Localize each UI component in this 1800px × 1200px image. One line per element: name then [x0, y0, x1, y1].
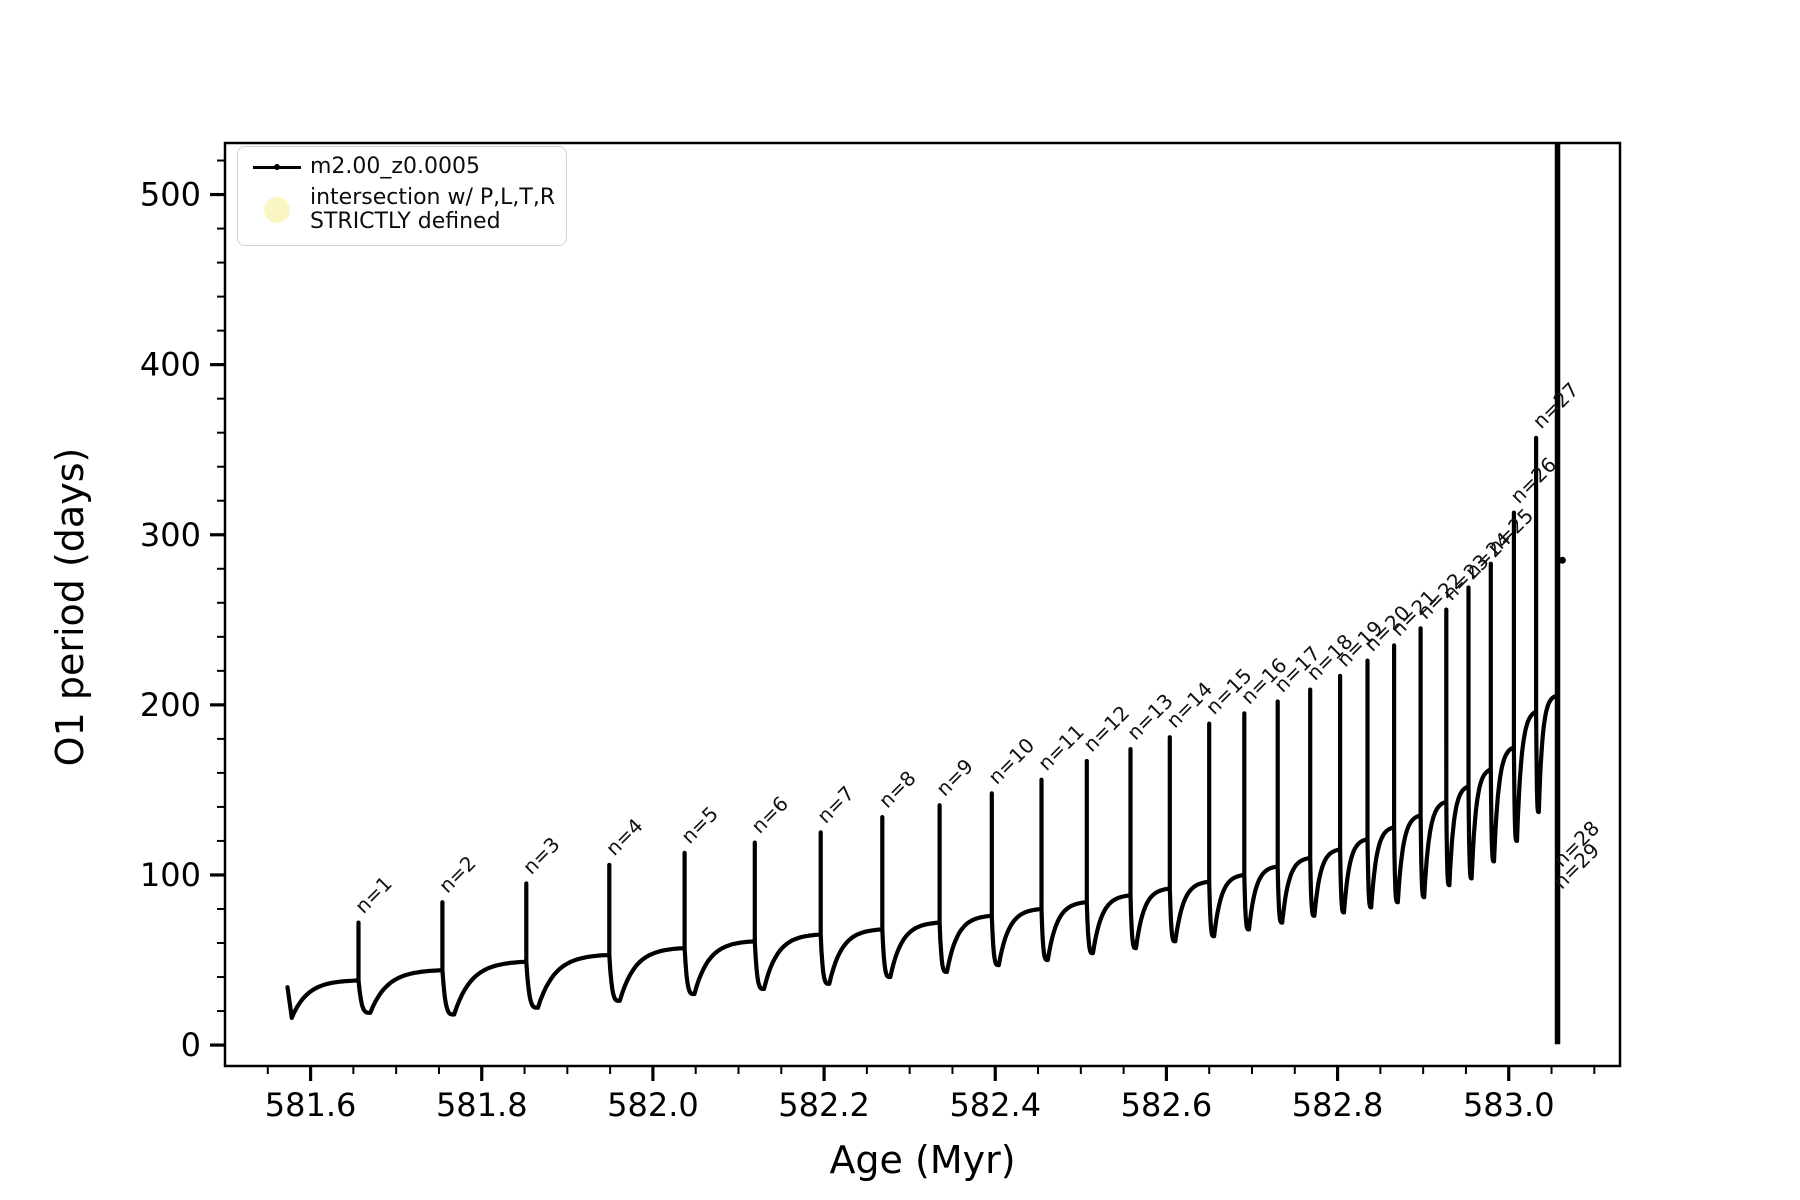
legend-series-label: m2.00_z0.0005 [310, 154, 480, 179]
series-path [285, 435, 1560, 1020]
x-tick-label: 582.2 [778, 1086, 870, 1124]
spike-label: n=9 [931, 754, 978, 801]
x-tick-label: 582.0 [607, 1086, 699, 1124]
y-tick-label: 200 [140, 686, 201, 724]
spike-label: n=5 [676, 802, 723, 849]
x-tick-label: 582.4 [949, 1086, 1041, 1124]
spike-label: n=6 [746, 791, 793, 838]
y-axis-label: O1 period (days) [48, 447, 92, 767]
legend-box: m2.00_z0.0005 intersection w/ P,L,T,R ST… [237, 146, 567, 246]
legend-circle-marker [244, 197, 310, 224]
x-tick-label: 581.6 [265, 1086, 357, 1124]
spike-label: n=2 [434, 851, 481, 898]
x-tick-label: 582.6 [1121, 1086, 1213, 1124]
spike-label: n=7 [812, 781, 859, 828]
legend-entry-intersection: intersection w/ P,L,T,R STRICTLY defined [244, 184, 556, 235]
legend-line-dot-marker [244, 164, 310, 171]
y-tick-label: 500 [140, 176, 201, 214]
x-tick-label: 581.8 [436, 1086, 528, 1124]
y-tick-label: 300 [140, 516, 201, 554]
spike-label: n=1 [350, 871, 397, 918]
legend-intersection-line2: STRICTLY defined [310, 209, 501, 235]
spike-label: n=11 [1033, 719, 1089, 775]
y-tick-label: 400 [140, 346, 201, 384]
spike-label: n=25 [1482, 503, 1538, 559]
x-axis-label: Age (Myr) [829, 1138, 1016, 1182]
x-tick-label: 583.0 [1463, 1086, 1555, 1124]
stray-point-marker [1558, 556, 1566, 564]
spike-label: n=3 [518, 832, 565, 879]
legend-intersection-line1: intersection w/ P,L,T,R [310, 184, 556, 210]
spike-label: n=10 [983, 733, 1039, 789]
y-tick-label: 0 [181, 1026, 201, 1064]
plot-frame [223, 141, 1622, 1068]
legend-intersection-label: intersection w/ P,L,T,R STRICTLY defined [310, 184, 556, 235]
spike-label: n=4 [601, 814, 648, 861]
x-tick-label: 582.8 [1292, 1086, 1384, 1124]
spike-label: n=8 [874, 766, 921, 813]
spike-label: n=26 [1505, 452, 1561, 508]
y-tick-label: 100 [140, 856, 201, 894]
legend-entry-series: m2.00_z0.0005 [244, 154, 556, 180]
